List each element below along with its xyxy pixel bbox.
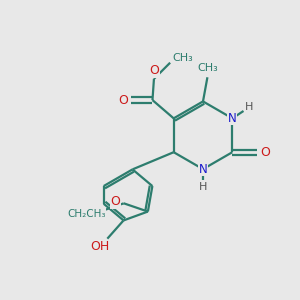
Text: CH₂CH₃: CH₂CH₃ (67, 208, 106, 219)
Text: O: O (261, 146, 271, 159)
Text: N: N (228, 112, 237, 125)
Text: O: O (149, 64, 159, 77)
Text: N: N (199, 163, 207, 176)
Text: CH₃: CH₃ (197, 63, 218, 73)
Text: CH₃: CH₃ (172, 53, 193, 63)
Text: O: O (118, 94, 128, 106)
Text: H: H (199, 182, 207, 192)
Text: OH: OH (90, 240, 110, 254)
Text: H: H (244, 103, 253, 112)
Text: O: O (111, 195, 120, 208)
